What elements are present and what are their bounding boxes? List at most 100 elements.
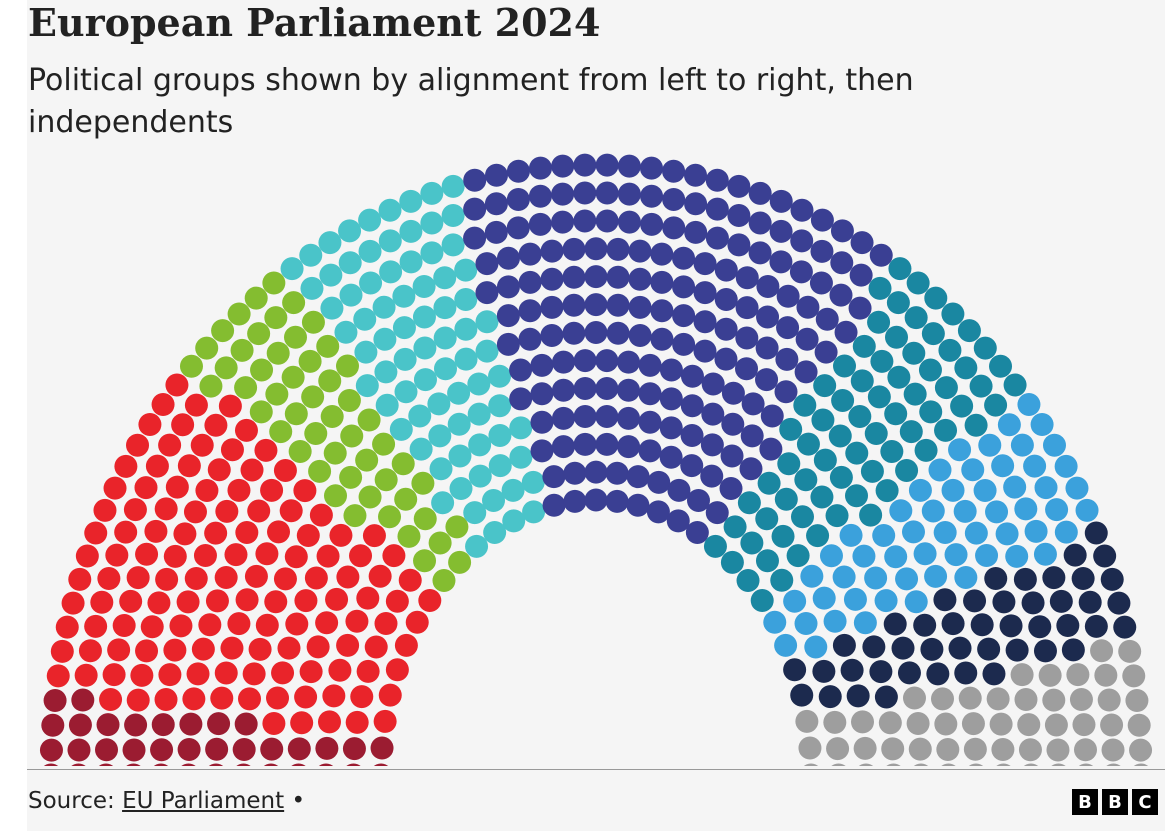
seat: [770, 568, 794, 592]
seat: [433, 296, 457, 320]
seat: [408, 404, 432, 428]
seat: [412, 274, 436, 298]
seat: [1078, 763, 1094, 766]
seat: [701, 402, 725, 426]
seat: [354, 340, 378, 364]
seat: [320, 296, 344, 320]
seat: [904, 590, 928, 614]
seat: [628, 267, 652, 291]
seat: [71, 688, 95, 712]
seat: [389, 417, 413, 441]
seat: [617, 350, 641, 374]
seat: [584, 265, 608, 289]
seat: [1014, 688, 1038, 712]
seat: [735, 296, 759, 320]
seat: [420, 241, 444, 265]
seat: [373, 709, 397, 733]
seat: [606, 293, 630, 317]
seat: [756, 305, 780, 329]
seat: [374, 360, 398, 384]
seat: [672, 304, 696, 328]
seat: [343, 504, 367, 528]
seat: [254, 438, 278, 462]
source-link[interactable]: EU Parliament: [122, 788, 285, 814]
seat: [562, 293, 586, 317]
seat: [1072, 713, 1096, 737]
seat: [43, 689, 67, 713]
seat: [150, 738, 174, 762]
seat: [291, 763, 306, 766]
seat: [714, 347, 738, 371]
seat: [277, 636, 301, 660]
seat: [374, 468, 398, 492]
seat: [1010, 433, 1034, 457]
seat: [84, 614, 108, 638]
seat: [755, 507, 779, 531]
seat: [829, 283, 853, 307]
seat: [293, 479, 317, 503]
seat: [872, 523, 896, 547]
seat: [1042, 433, 1066, 457]
seat: [672, 275, 696, 299]
seat: [339, 283, 363, 307]
seat: [899, 420, 923, 444]
seat: [255, 542, 279, 566]
seat: [454, 258, 478, 282]
seat: [918, 358, 942, 382]
seat: [454, 317, 478, 341]
seat: [617, 406, 641, 430]
seat: [921, 322, 945, 346]
seat: [551, 435, 575, 459]
seat: [995, 522, 1019, 546]
seat: [144, 519, 168, 543]
seat: [769, 250, 793, 274]
seat: [948, 636, 972, 660]
seat: [617, 378, 641, 402]
seat: [996, 763, 1011, 766]
seat: [908, 478, 932, 502]
seat: [830, 219, 854, 243]
seat: [488, 454, 512, 478]
seat: [680, 454, 704, 478]
seat: [881, 737, 905, 761]
seat: [1063, 543, 1087, 567]
seat: [433, 357, 457, 381]
seat: [207, 712, 231, 736]
seat: [294, 685, 318, 709]
seat: [315, 611, 339, 635]
seat: [364, 635, 388, 659]
seat: [840, 658, 864, 682]
seat: [399, 250, 423, 274]
seat: [659, 416, 683, 440]
seat: [68, 713, 92, 737]
seat: [78, 639, 102, 663]
seat: [887, 365, 911, 389]
seat: [250, 358, 274, 382]
seat: [509, 358, 533, 382]
seat: [518, 270, 542, 294]
seat: [357, 408, 381, 432]
seat: [135, 542, 159, 566]
seat: [759, 437, 783, 461]
seat: [906, 711, 930, 735]
seat: [306, 635, 330, 659]
seat: [920, 637, 944, 661]
seat: [488, 364, 512, 388]
seat: [392, 316, 416, 340]
seat: [528, 212, 552, 236]
seat: [680, 364, 704, 388]
seat: [208, 763, 224, 766]
seat: [412, 305, 436, 329]
seat: [775, 347, 799, 371]
seat: [318, 763, 334, 766]
seat: [650, 270, 674, 294]
seat: [1042, 688, 1066, 712]
seat: [126, 688, 150, 712]
seat: [138, 413, 162, 437]
seat: [242, 662, 266, 686]
seat: [355, 374, 379, 398]
seat: [906, 271, 930, 295]
seat: [316, 544, 340, 568]
seat: [1038, 663, 1062, 687]
seat: [1003, 475, 1027, 499]
